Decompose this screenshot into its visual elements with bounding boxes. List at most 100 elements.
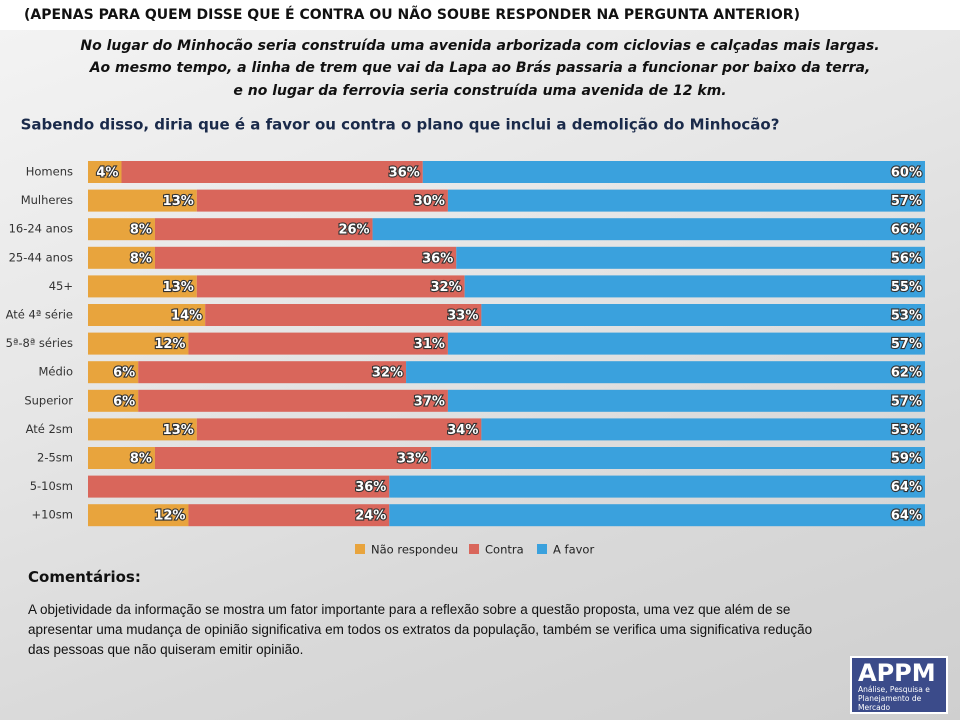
y-tick-label: 5ª-8ª séries — [6, 336, 73, 350]
comments-title: Comentários: — [28, 568, 141, 586]
bar-segment — [196, 418, 482, 441]
value-label: 53% — [891, 423, 922, 438]
y-tick-label: +10sm — [32, 508, 73, 522]
value-label: 6% — [113, 366, 135, 381]
value-label: 12% — [154, 337, 185, 352]
bar-segment — [138, 361, 407, 384]
legend-label: A favor — [553, 543, 594, 557]
bar-segment — [138, 389, 448, 412]
value-label: 36% — [389, 166, 420, 181]
bar-segment — [88, 475, 390, 498]
bar-segment — [481, 418, 925, 441]
intro-line: No lugar do Minhocão seria construída um… — [80, 38, 880, 54]
logo-name: APPM — [858, 659, 936, 687]
bar-segment — [372, 218, 926, 241]
y-tick-label: Superior — [24, 393, 73, 407]
value-label: 24% — [355, 509, 386, 524]
bar-segment — [196, 275, 465, 298]
value-label: 62% — [891, 366, 922, 381]
value-label: 36% — [355, 480, 386, 495]
bar-segment — [154, 218, 373, 241]
logo-tagline: Análise, Pesquisa e Planejamento de Merc… — [858, 685, 930, 712]
y-tick-label: Até 2sm — [26, 422, 73, 436]
value-label: 13% — [163, 280, 194, 295]
y-tick-label: 2-5sm — [37, 451, 73, 465]
value-label: 37% — [414, 394, 445, 409]
value-label: 53% — [891, 309, 922, 324]
value-label: 26% — [338, 223, 369, 238]
bar-segment — [88, 504, 189, 527]
value-label: 33% — [397, 452, 428, 467]
comments: A objetividade da informação se mostra u… — [28, 602, 813, 657]
value-label: 6% — [113, 394, 135, 409]
value-label: 4% — [96, 166, 118, 181]
bar-segment — [88, 161, 122, 183]
bar-segment — [389, 475, 925, 498]
bar-segment — [88, 189, 197, 212]
bar-segment — [447, 389, 925, 412]
value-label: 64% — [891, 480, 922, 495]
bar-segment — [196, 189, 448, 212]
bar-segment — [481, 304, 925, 326]
chart: Sabendo disso, diria que é a favor ou co… — [6, 116, 926, 557]
value-label: 56% — [891, 251, 922, 266]
bar-segment — [88, 246, 155, 269]
y-tick-label: 25-44 anos — [9, 250, 73, 264]
bar-segment — [431, 447, 925, 469]
value-label: 13% — [163, 423, 194, 438]
intro-line: e no lugar da ferrovia seria construída … — [233, 83, 727, 99]
value-label: 14% — [171, 309, 202, 324]
bar-segment — [406, 361, 925, 384]
value-label: 8% — [130, 452, 152, 467]
legend-swatch — [537, 544, 547, 554]
legend-label: Contra — [485, 543, 524, 557]
intro-line: Ao mesmo tempo, a linha de trem que vai … — [89, 60, 871, 76]
value-label: 8% — [130, 223, 152, 238]
bar-segment — [154, 246, 457, 269]
chart-title: Sabendo disso, diria que é a favor ou co… — [21, 116, 780, 134]
logo: APPM Análise, Pesquisa e Planejamento de… — [850, 656, 948, 714]
value-label: 12% — [154, 509, 185, 524]
value-label: 57% — [891, 337, 922, 352]
bar-segment — [121, 161, 423, 183]
value-label: 32% — [372, 366, 403, 381]
bar-segment — [88, 304, 206, 326]
header: (APENAS PARA QUEM DISSE QUE É CONTRA OU … — [0, 0, 960, 30]
y-tick-label: Até 4ª série — [6, 308, 73, 322]
bar-segment — [422, 161, 925, 183]
value-label: 60% — [891, 166, 922, 181]
bar-segment — [88, 389, 139, 412]
value-label: 59% — [891, 452, 922, 467]
bar-segment — [188, 504, 390, 527]
bar-segment — [389, 504, 925, 527]
value-label: 55% — [891, 280, 922, 295]
bar-segment — [205, 304, 482, 326]
bar-segment — [447, 332, 925, 355]
bar-segment — [447, 189, 925, 212]
value-label: 30% — [414, 194, 445, 209]
bar-segment — [88, 447, 155, 469]
value-label: 57% — [891, 394, 922, 409]
legend-swatch — [355, 544, 365, 554]
bar-segment — [188, 332, 448, 355]
y-tick-label: Médio — [38, 365, 73, 379]
bar-segment — [88, 332, 189, 355]
value-label: 36% — [422, 251, 453, 266]
value-label: 57% — [891, 194, 922, 209]
value-label: 31% — [414, 337, 445, 352]
legend-swatch — [469, 544, 479, 554]
bar-segment — [88, 418, 197, 441]
bar-segment — [464, 275, 925, 298]
bar-segment — [154, 447, 432, 469]
y-tick-label: Homens — [26, 165, 73, 179]
y-tick-label: 5-10sm — [30, 479, 73, 493]
value-label: 33% — [447, 309, 478, 324]
bar-segment — [456, 246, 925, 269]
bar-segment — [88, 218, 155, 241]
value-label: 13% — [163, 194, 194, 209]
value-label: 8% — [130, 251, 152, 266]
value-label: 32% — [431, 280, 462, 295]
bar-segment — [88, 361, 139, 384]
legend-label: Não respondeu — [371, 543, 458, 557]
